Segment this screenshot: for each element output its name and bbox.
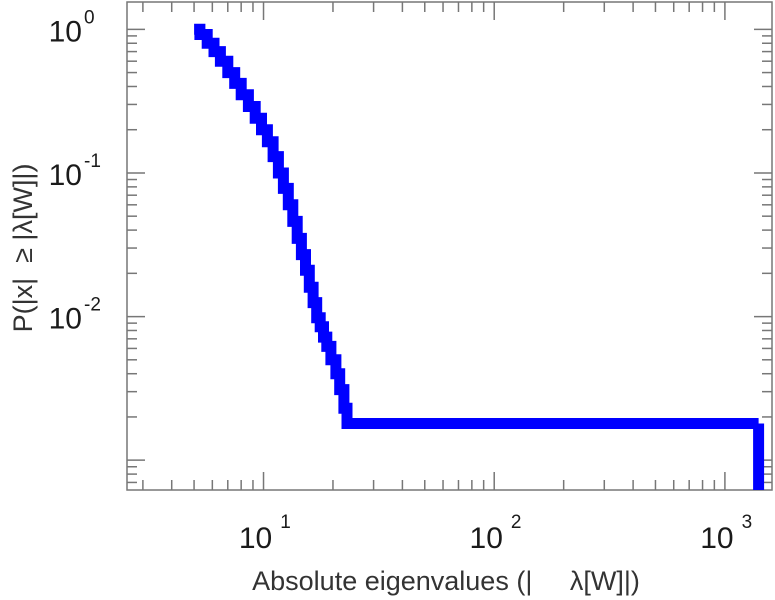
x-tick-exponent: 1: [280, 512, 291, 533]
x-tick-exponent: 2: [511, 512, 522, 533]
x-tick-label: 10: [700, 522, 733, 555]
y-tick-label: 10: [49, 303, 82, 336]
minor-ticks: [127, 2, 772, 490]
series-line: [194, 23, 765, 490]
series-group: [194, 23, 765, 490]
x-axis-label: Absolute eigenvalues (| λ[W]|): [252, 566, 640, 596]
y-tick-label: 10: [49, 159, 82, 192]
y-tick-exponent: -1: [84, 151, 101, 172]
x-tick-label: 10: [470, 522, 503, 555]
y-tick-label: 10: [49, 15, 82, 48]
y-tick-exponent: 0: [84, 7, 95, 28]
y-axis-label: P(|x| ≥ |λ[W]|): [8, 164, 38, 333]
x-tick-exponent: 3: [742, 512, 753, 533]
plot-frame: [126, 1, 773, 491]
x-tick-label: 10: [239, 522, 272, 555]
y-tick-exponent: -2: [84, 295, 101, 316]
x-tick-labels: 10 1 10 2 10 3: [239, 512, 752, 555]
